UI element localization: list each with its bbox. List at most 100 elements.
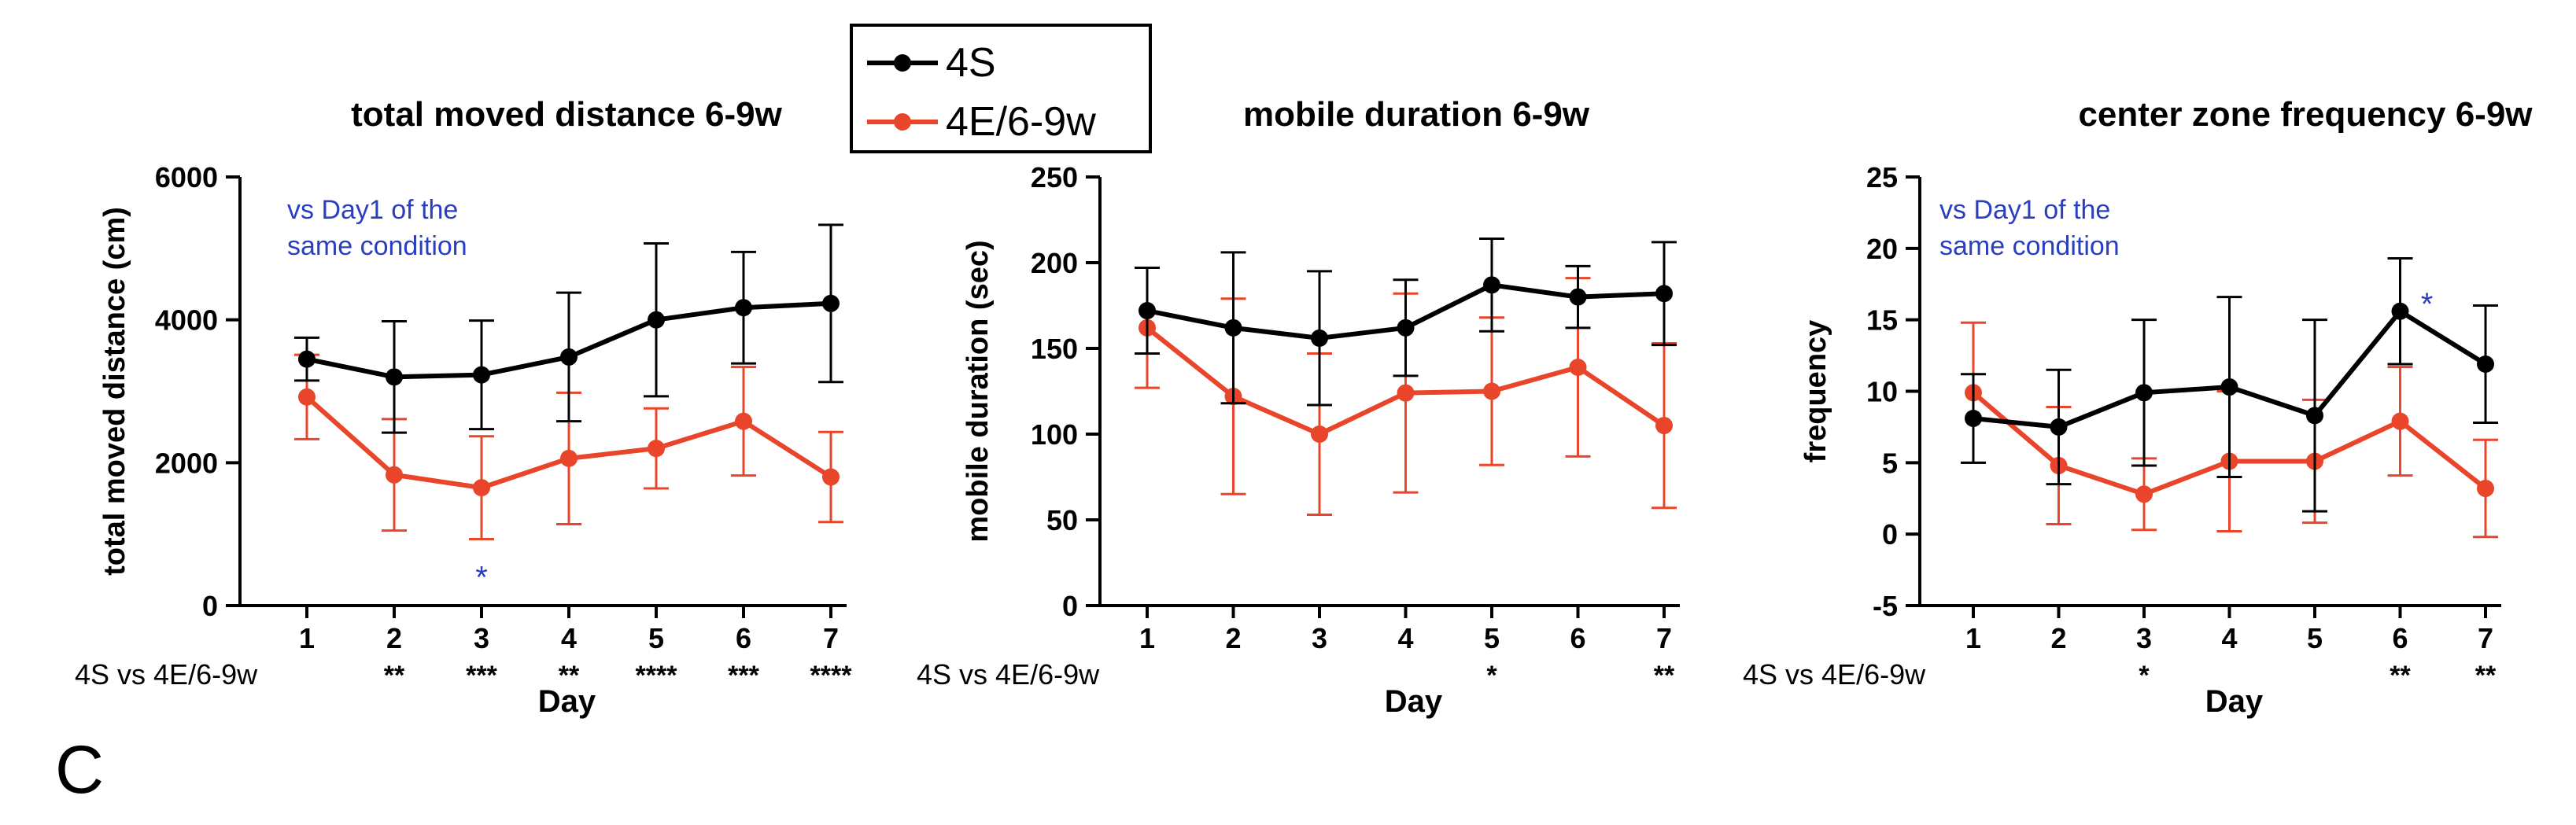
y-tick-label: 15 xyxy=(1866,304,1898,337)
data-point xyxy=(1311,329,1328,347)
data-point xyxy=(298,388,316,406)
comparison-star: ** xyxy=(2475,661,2497,691)
data-point xyxy=(2220,378,2238,396)
x-tick-label: 4 xyxy=(1397,622,1413,654)
data-point xyxy=(822,294,840,312)
legend-label-4e: 4E/6-9w xyxy=(946,99,1096,145)
x-tick-label: 1 xyxy=(1139,622,1155,654)
comparison-star: **** xyxy=(810,661,853,691)
x-tick-label: 2 xyxy=(1225,622,1241,654)
x-tick-label: 5 xyxy=(2307,622,2323,654)
x-axis-label: Day xyxy=(538,684,596,719)
x-tick-label: 3 xyxy=(2136,622,2152,654)
x-tick-label: 2 xyxy=(2050,622,2066,654)
legend: 4S 4E/6-9w xyxy=(850,24,1152,153)
data-point xyxy=(2391,412,2409,430)
y-tick-label: 0 xyxy=(1882,518,1898,551)
y-tick-label: -5 xyxy=(1873,590,1898,622)
annotation-line: vs Day1 of the xyxy=(287,195,458,225)
day-sig-star: * xyxy=(2421,287,2434,322)
x-tick-label: 5 xyxy=(1484,622,1500,654)
comparison-star: *** xyxy=(466,661,497,691)
chart-title: total moved distance 6-9w xyxy=(351,95,782,134)
data-point xyxy=(1655,417,1673,435)
y-tick-label: 10 xyxy=(1866,376,1898,408)
comparison-star: ** xyxy=(1654,661,1675,691)
y-tick-label: 100 xyxy=(1031,418,1078,451)
data-point xyxy=(1655,285,1673,303)
y-tick-label: 6000 xyxy=(155,161,218,193)
legend-item-4e: 4E/6-9w xyxy=(853,94,1149,149)
data-point xyxy=(1311,425,1328,443)
data-point xyxy=(1569,288,1587,306)
data-point xyxy=(2135,485,2153,503)
data-point xyxy=(1483,276,1500,294)
y-tick-label: 25 xyxy=(1866,161,1898,193)
data-point xyxy=(1224,319,1242,337)
panel-letter: C xyxy=(55,732,105,808)
y-tick-label: 20 xyxy=(1866,233,1898,265)
annotation-line: vs Day1 of the xyxy=(1939,195,2110,225)
chart-title: center zone frequency 6-9w xyxy=(2078,95,2533,134)
comparison-star: *** xyxy=(728,661,759,691)
x-tick-label: 1 xyxy=(1965,622,1981,654)
y-tick-label: 2000 xyxy=(155,447,218,479)
x-tick-label: 4 xyxy=(2221,622,2237,654)
data-point xyxy=(560,348,578,366)
series-4s xyxy=(1961,257,2498,513)
x-tick-label: 3 xyxy=(1312,622,1327,654)
annotation-line: same condition xyxy=(287,231,467,261)
data-point xyxy=(1569,358,1587,376)
y-tick-label: 4000 xyxy=(155,304,218,337)
y-axis-label: mobile duration (sec) xyxy=(961,240,995,542)
data-point xyxy=(648,440,665,458)
data-point xyxy=(2477,355,2494,373)
y-tick-label: 150 xyxy=(1031,333,1078,365)
y-tick-label: 200 xyxy=(1031,247,1078,279)
chart-2: mobile duration 6-9w 0 50 100 150 200 250 1 2 3 4 5… xyxy=(917,95,1680,719)
data-point xyxy=(473,366,490,384)
data-point xyxy=(1483,382,1500,400)
x-axis-label: Day xyxy=(2205,684,2264,719)
comparison-label: 4S vs 4E/6-9w xyxy=(917,658,1100,691)
data-point xyxy=(2477,480,2494,498)
data-point xyxy=(386,466,403,484)
data-point xyxy=(386,368,403,386)
comparison-star: ** xyxy=(559,661,580,691)
legend-label-4s: 4S xyxy=(946,40,996,86)
legend-swatch-4s xyxy=(867,54,938,72)
data-point xyxy=(822,468,840,486)
data-point xyxy=(298,350,316,368)
data-point xyxy=(735,412,752,430)
data-point xyxy=(2391,302,2409,320)
y-tick-label: 0 xyxy=(1062,590,1078,622)
series-4e69w xyxy=(294,353,843,541)
comparison-star: **** xyxy=(636,661,678,691)
series-4s xyxy=(294,223,843,434)
chart-title: mobile duration 6-9w xyxy=(1243,95,1590,134)
x-tick-label: 6 xyxy=(2392,622,2408,654)
legend-swatch-4e xyxy=(867,113,938,131)
x-tick-label: 7 xyxy=(823,622,839,654)
data-point xyxy=(560,449,578,467)
data-point xyxy=(2050,418,2068,436)
data-point xyxy=(1397,384,1415,402)
x-tick-label: 6 xyxy=(1570,622,1585,654)
data-point xyxy=(1397,319,1415,337)
comparison-star: ** xyxy=(384,661,405,691)
x-tick-label: 3 xyxy=(474,622,489,654)
x-tick-label: 1 xyxy=(299,622,315,654)
series-4s xyxy=(1135,237,1677,407)
y-tick-label: 0 xyxy=(202,590,218,622)
data-point xyxy=(2306,407,2323,425)
comparison-star: ** xyxy=(2390,661,2411,691)
y-axis-label: total moved distance (cm) xyxy=(98,207,131,576)
chart-1: total moved distance 6-9w 0 2000 4000 6000 1 2… xyxy=(75,95,852,719)
comparison-label: 4S vs 4E/6-9w xyxy=(75,658,258,691)
comparison-star: * xyxy=(1486,661,1497,691)
x-axis-label: Day xyxy=(1385,684,1443,719)
data-point xyxy=(735,299,752,317)
data-point xyxy=(648,311,665,329)
x-tick-label: 4 xyxy=(561,622,577,654)
